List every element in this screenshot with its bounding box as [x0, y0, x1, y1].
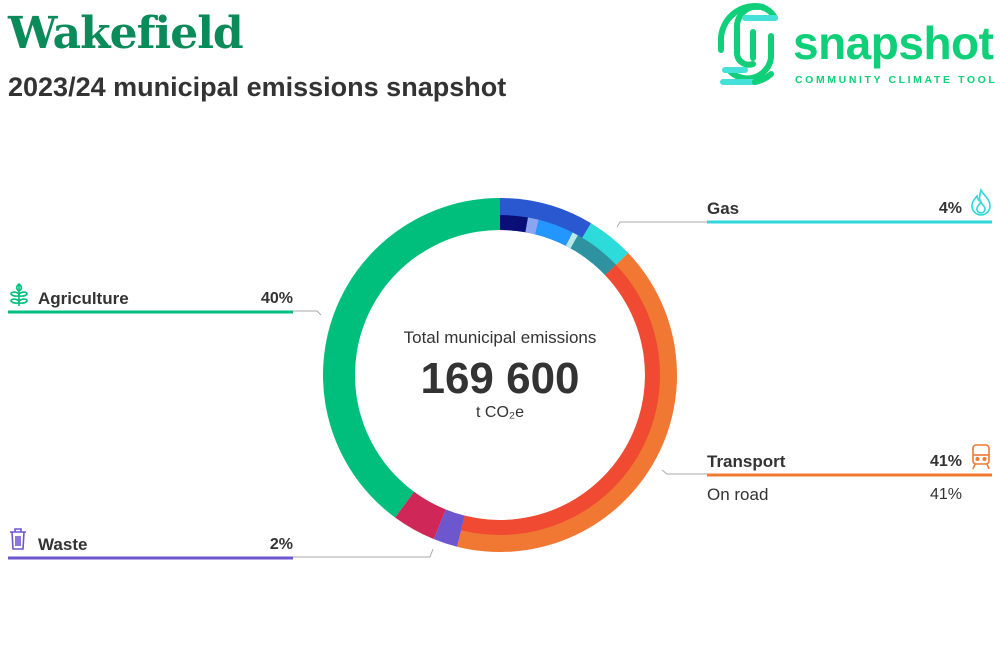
on-road-pct: 41% [929, 486, 962, 503]
trash-icon [10, 528, 26, 550]
fingerprint-logo-icon [717, 3, 778, 85]
transport-pct: 41% [929, 453, 962, 470]
total-unit: t CO₂e [476, 404, 524, 421]
agriculture-leader-line [293, 310, 322, 316]
gas-leader-line [616, 221, 707, 228]
page-subtitle: 2023/24 municipal emissions snapshot [8, 72, 507, 102]
logo-wordmark: snapshot [793, 17, 994, 69]
gas-label: Gas [707, 199, 740, 218]
waste-leader-line [293, 548, 434, 558]
outer-segment-3 [433, 509, 465, 547]
train-icon [972, 444, 990, 470]
flame-icon [971, 188, 991, 216]
wheat-icon [10, 282, 28, 306]
waste-pct: 2% [269, 536, 293, 553]
inner-segment-4 [570, 235, 616, 276]
waste-label: Waste [38, 535, 88, 554]
transport-leader-line [661, 469, 707, 475]
inner-segment-0 [500, 215, 529, 233]
outer-segment-5 [323, 198, 500, 518]
snapshot-logo: snapshot COMMUNITY CLIMATE TOOL [715, 2, 1000, 92]
transport-label: Transport [707, 452, 786, 471]
page-title: Wakefield [8, 8, 244, 59]
center-caption: Total municipal emissions [403, 328, 597, 347]
total-value: 169 600 [420, 354, 580, 403]
agriculture-pct: 40% [260, 290, 293, 307]
outer-segment-4 [395, 491, 446, 540]
inner-segment-1 [525, 217, 539, 235]
inner-segment-2 [535, 219, 573, 246]
inner-segment-3 [565, 232, 578, 249]
agriculture-label: Agriculture [38, 289, 129, 308]
logo-tagline: COMMUNITY CLIMATE TOOL [795, 74, 998, 86]
gas-pct: 4% [938, 200, 962, 217]
outer-segment-1 [574, 223, 629, 276]
on-road-label: On road [707, 485, 769, 504]
